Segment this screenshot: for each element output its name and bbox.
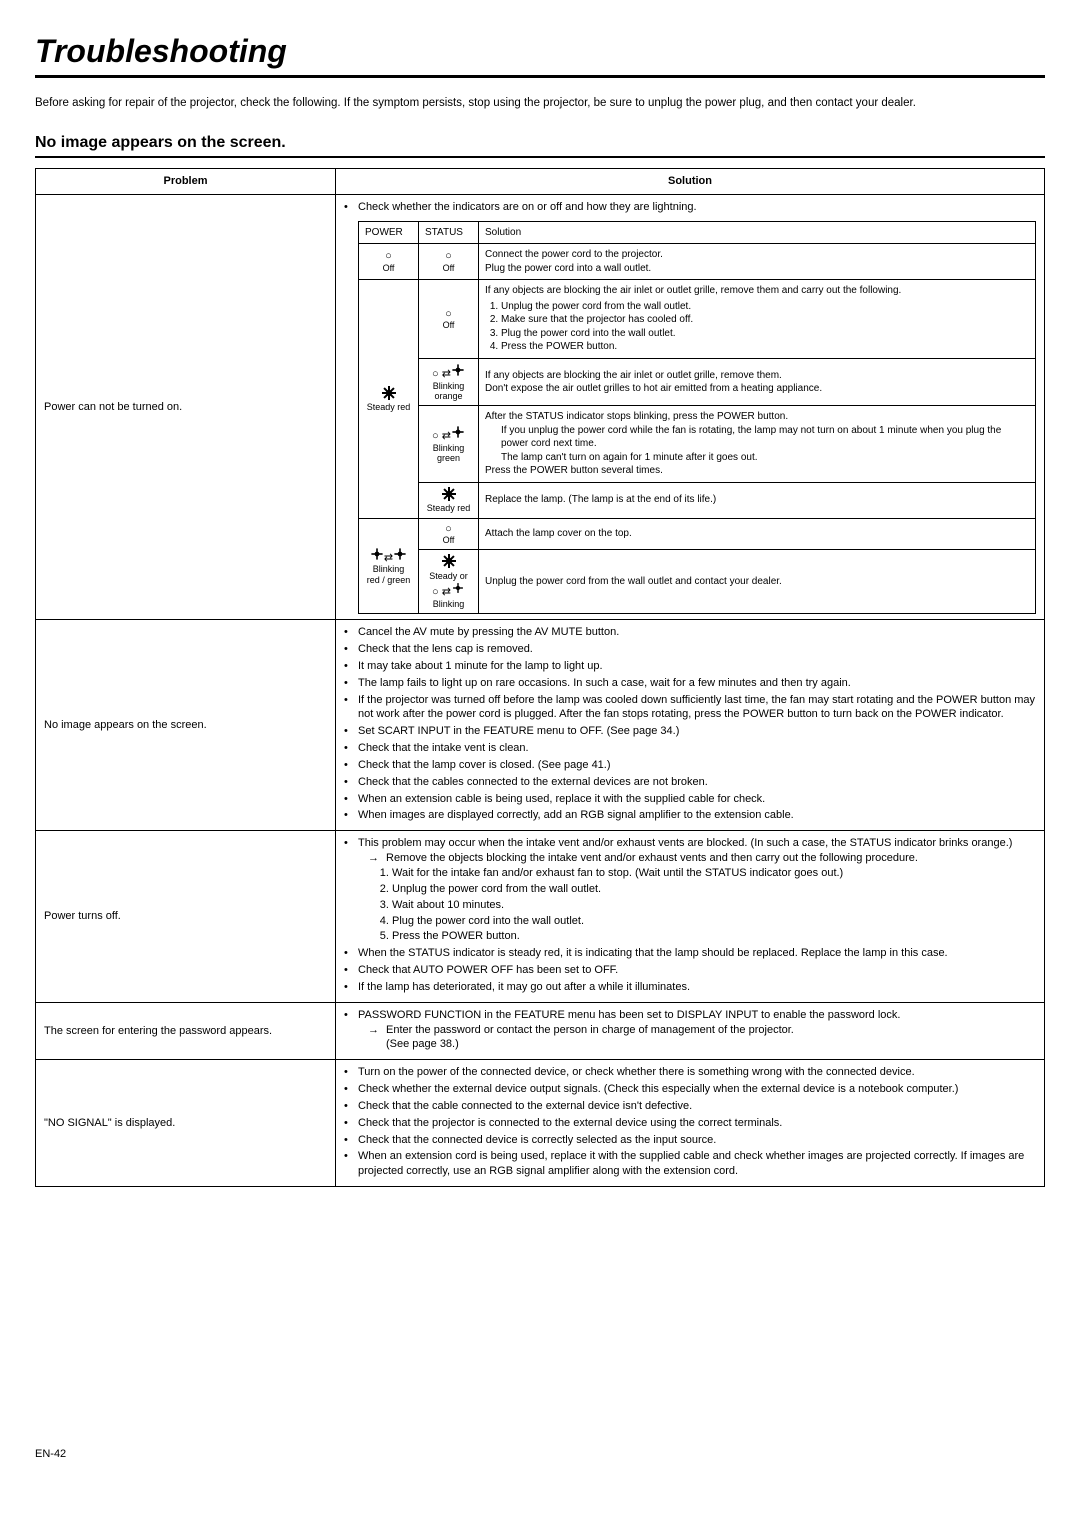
ih-solution: Solution xyxy=(479,221,1036,244)
sol-r4: After the STATUS indicator stops blinkin… xyxy=(479,406,1036,483)
sol-r2: If any objects are blocking the air inle… xyxy=(479,280,1036,359)
indicator-table: POWER STATUS Solution ○Off ○Off Connect … xyxy=(358,221,1036,614)
ind-power-blink-rg: ⇄ Blinking red / green xyxy=(359,518,419,614)
sol-r6: Attach the lamp cover on the top. xyxy=(479,518,1036,550)
ind-status-steady-red: Steady red xyxy=(419,482,479,518)
ind-power-steady-red: Steady red xyxy=(359,280,419,518)
section-heading: No image appears on the screen. xyxy=(35,132,1045,159)
solution-power-on: Check whether the indicators are on or o… xyxy=(336,195,1045,620)
ih-power: POWER xyxy=(359,221,419,244)
col-solution: Solution xyxy=(336,169,1045,195)
intro-text: Before asking for repair of the projecto… xyxy=(35,96,1045,112)
problem-no-signal: "NO SIGNAL" is displayed. xyxy=(36,1060,336,1187)
ind-status-blink-orange: ○ ⇄ Blinking orange xyxy=(419,358,479,405)
sol-r1: Connect the power cord to the projector.… xyxy=(479,244,1036,280)
page-title: Troubleshooting xyxy=(35,30,1045,78)
ih-status: STATUS xyxy=(419,221,479,244)
sol-r5: Replace the lamp. (The lamp is at the en… xyxy=(479,482,1036,518)
ind-status-steady-blink: Steady or ○ ⇄ Blinking xyxy=(419,550,479,614)
solution-power-off: This problem may occur when the intake v… xyxy=(336,831,1045,1002)
sol-r7: Unplug the power cord from the wall outl… xyxy=(479,550,1036,614)
ind-status-off2: ○Off xyxy=(419,280,479,359)
troubleshooting-table: Problem Solution Power can not be turned… xyxy=(35,168,1045,1187)
ind-power-off: ○Off xyxy=(359,244,419,280)
problem-power-on: Power can not be turned on. xyxy=(36,195,336,620)
solution-no-signal: Turn on the power of the connected devic… xyxy=(336,1060,1045,1187)
problem-power-off: Power turns off. xyxy=(36,831,336,1002)
ind-status-blink-green: ○ ⇄ Blinking green xyxy=(419,406,479,483)
solution-no-image: Cancel the AV mute by pressing the AV MU… xyxy=(336,620,1045,831)
page-number: EN-42 xyxy=(35,1447,1045,1462)
col-problem: Problem xyxy=(36,169,336,195)
ind-status-off: ○Off xyxy=(419,244,479,280)
problem-no-image: No image appears on the screen. xyxy=(36,620,336,831)
lead-text: Check whether the indicators are on or o… xyxy=(344,200,1036,215)
sol-r3: If any objects are blocking the air inle… xyxy=(479,358,1036,405)
ind-status-off3: ○Off xyxy=(419,518,479,550)
solution-password: PASSWORD FUNCTION in the FEATURE menu ha… xyxy=(336,1002,1045,1060)
problem-password: The screen for entering the password app… xyxy=(36,1002,336,1060)
